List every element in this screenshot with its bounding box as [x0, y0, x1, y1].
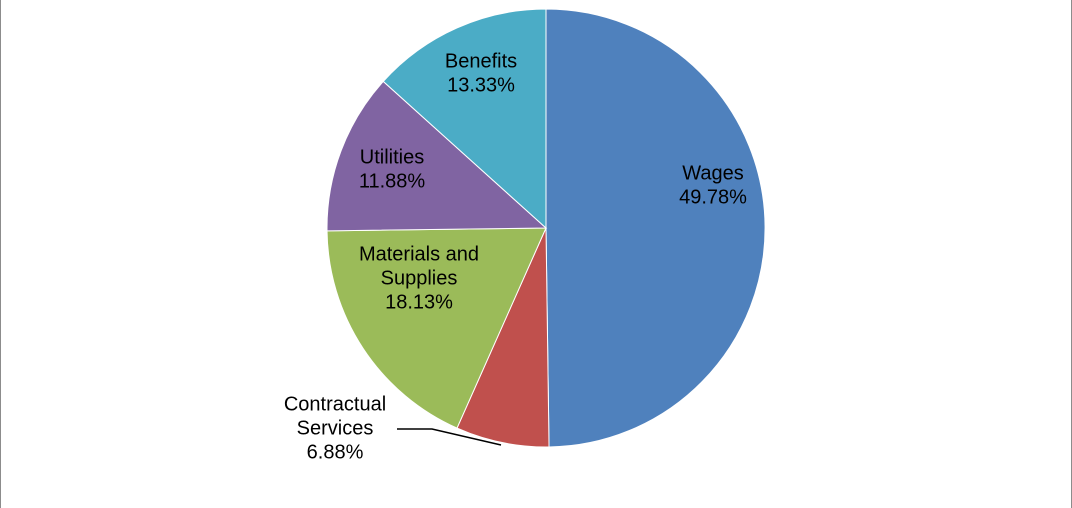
leader-line-contractual-services	[397, 428, 502, 446]
pie-slices	[326, 8, 766, 448]
data-label-line: 13.33%	[447, 74, 515, 96]
data-label-line: 6.88%	[307, 441, 364, 463]
data-label-line: Services	[297, 417, 374, 439]
data-label-benefits: Benefits 13.33%	[445, 50, 517, 96]
pie-slice-wages	[545, 8, 766, 448]
data-label-line: Wages	[682, 162, 744, 184]
data-label-materials-and-supplies: Materials and Supplies 18.13%	[359, 243, 479, 313]
data-label-line: Benefits	[445, 50, 517, 72]
data-label-line: 18.13%	[385, 291, 453, 313]
data-label-utilities: Utilities 11.88%	[359, 146, 426, 192]
data-label-contractual-services: Contractual Services 6.88%	[284, 393, 386, 463]
data-label-line: Supplies	[381, 267, 458, 289]
data-label-line: Contractual	[284, 393, 386, 415]
data-labels: Wages 49.78% Contractual Services 6.88% Mater…	[284, 50, 747, 463]
pie-slice-utilities	[326, 80, 548, 232]
pie-slice-materials-and-supplies	[326, 227, 547, 429]
data-label-line: 11.88%	[359, 170, 426, 192]
data-label-line: Materials and	[359, 243, 479, 265]
pie-slice-benefits	[382, 8, 547, 230]
data-label-line: Utilities	[360, 146, 424, 168]
data-label-line: 49.78%	[679, 186, 747, 208]
data-label-wages: Wages 49.78%	[679, 162, 747, 208]
leader-lines	[397, 428, 502, 446]
